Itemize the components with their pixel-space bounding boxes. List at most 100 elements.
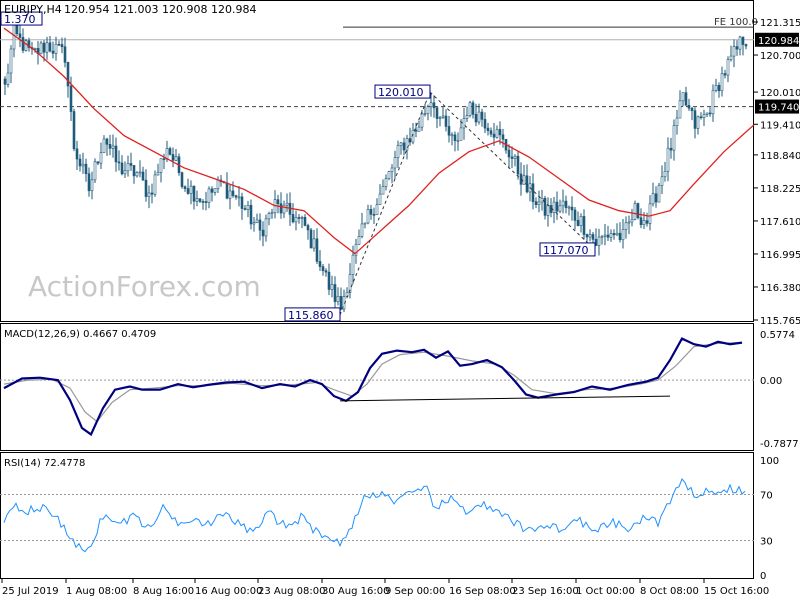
candle	[174, 148, 178, 162]
candle	[108, 134, 112, 156]
candle	[483, 112, 487, 134]
price-annotation: 1.370	[0, 11, 43, 26]
candle	[60, 37, 64, 54]
candle	[240, 192, 244, 220]
annotation-box	[284, 307, 341, 322]
candle	[570, 196, 574, 221]
candle-body	[105, 138, 109, 145]
candle-body	[519, 173, 523, 185]
candle	[186, 178, 190, 195]
candle-body	[24, 40, 28, 51]
macd-label: MACD(12,26,9) 0.4667 0.4709	[4, 329, 156, 340]
candle-body	[99, 152, 103, 164]
time-axis-label: 25 Jul 2019	[2, 586, 59, 597]
candle	[468, 100, 472, 118]
candle-body	[297, 217, 301, 219]
candle	[210, 186, 214, 202]
candle	[399, 142, 403, 155]
candle-body	[516, 155, 520, 175]
candle	[516, 150, 520, 180]
candle-body	[723, 73, 727, 76]
candle-body	[333, 284, 337, 302]
candle-body	[501, 134, 505, 140]
candle-body	[138, 171, 142, 174]
rsi-label: RSI(14) 72.4778	[4, 458, 85, 469]
rsi-line	[3, 478, 746, 553]
candle	[573, 206, 577, 230]
candle-body	[225, 182, 229, 199]
price-layer: FE 100.0 1.370 120.010 115.860 117.070	[0, 11, 758, 322]
candle-body	[126, 163, 130, 172]
candle-body	[9, 48, 13, 74]
candle	[105, 137, 109, 156]
candle	[168, 146, 172, 156]
rsi-panel-frame	[0, 452, 754, 579]
candle-body	[27, 40, 31, 48]
candle	[3, 76, 7, 96]
support-level-tag-box	[755, 99, 799, 114]
candle-body	[618, 232, 622, 241]
candle-body	[396, 145, 400, 158]
candle-body	[705, 112, 709, 115]
candle-body	[573, 209, 577, 221]
candle-body	[576, 220, 580, 226]
candle-body	[495, 129, 499, 138]
candle-body	[726, 59, 730, 76]
candle-body	[450, 134, 454, 137]
candle-body	[498, 129, 502, 136]
candle-body	[657, 185, 661, 203]
candle-body	[696, 116, 700, 129]
candle	[522, 164, 526, 185]
candle-body	[462, 118, 466, 129]
candle-body	[612, 233, 616, 236]
candle	[432, 95, 436, 118]
candle	[513, 154, 517, 167]
candle	[231, 181, 235, 198]
candle-body	[162, 158, 166, 160]
candle-body	[144, 179, 148, 197]
candle-body	[384, 178, 388, 187]
candle	[264, 214, 268, 242]
candle	[552, 196, 556, 224]
candle-body	[153, 174, 157, 195]
candle-body	[243, 208, 247, 210]
rsi-layer	[0, 478, 754, 553]
candle	[198, 198, 202, 204]
macd-panel-frame	[0, 323, 754, 451]
candle	[459, 119, 463, 141]
candle	[603, 223, 607, 246]
candle	[738, 35, 742, 56]
time-axis-label: 8 Aug 16:00	[133, 586, 194, 597]
candle	[579, 213, 583, 233]
candle	[114, 137, 118, 172]
candle-body	[60, 44, 64, 48]
candle-body	[93, 161, 97, 181]
candle	[327, 263, 331, 296]
chart-symbol: EURJPY,H4	[4, 3, 62, 16]
candle	[258, 213, 262, 241]
candle-body	[648, 203, 652, 224]
candle-body	[6, 72, 10, 85]
candle-body	[735, 46, 739, 50]
candle	[465, 106, 469, 123]
candle-body	[477, 111, 481, 123]
candle	[558, 199, 562, 214]
candle-body	[72, 111, 76, 150]
candle	[588, 229, 592, 242]
candle-body	[183, 186, 187, 189]
candle-body	[570, 206, 574, 211]
chart-ohlc: 120.954 121.003 120.908 120.984	[64, 3, 256, 16]
candle-body	[564, 200, 568, 208]
candle	[534, 197, 538, 209]
candle	[333, 276, 337, 313]
candle-body	[303, 217, 307, 226]
fibonacci-expansion-label: FE 100.0	[714, 17, 758, 28]
candle-body	[372, 214, 376, 216]
candle	[120, 155, 124, 176]
time-axis-label: 1 Oct 00:00	[576, 586, 635, 597]
annotation-label: 120.010	[378, 86, 424, 99]
candle	[447, 115, 451, 143]
candle-body	[96, 161, 100, 164]
trend-line	[339, 91, 431, 316]
candle	[279, 192, 283, 219]
